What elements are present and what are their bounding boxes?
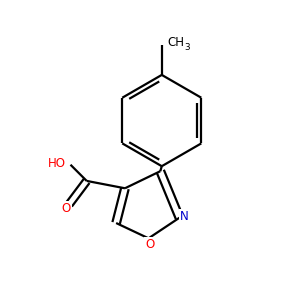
Text: O: O xyxy=(61,202,71,215)
Text: 3: 3 xyxy=(184,43,190,52)
Text: CH: CH xyxy=(168,36,185,49)
Text: O: O xyxy=(146,238,154,251)
Text: N: N xyxy=(180,210,189,223)
Text: HO: HO xyxy=(48,157,66,170)
